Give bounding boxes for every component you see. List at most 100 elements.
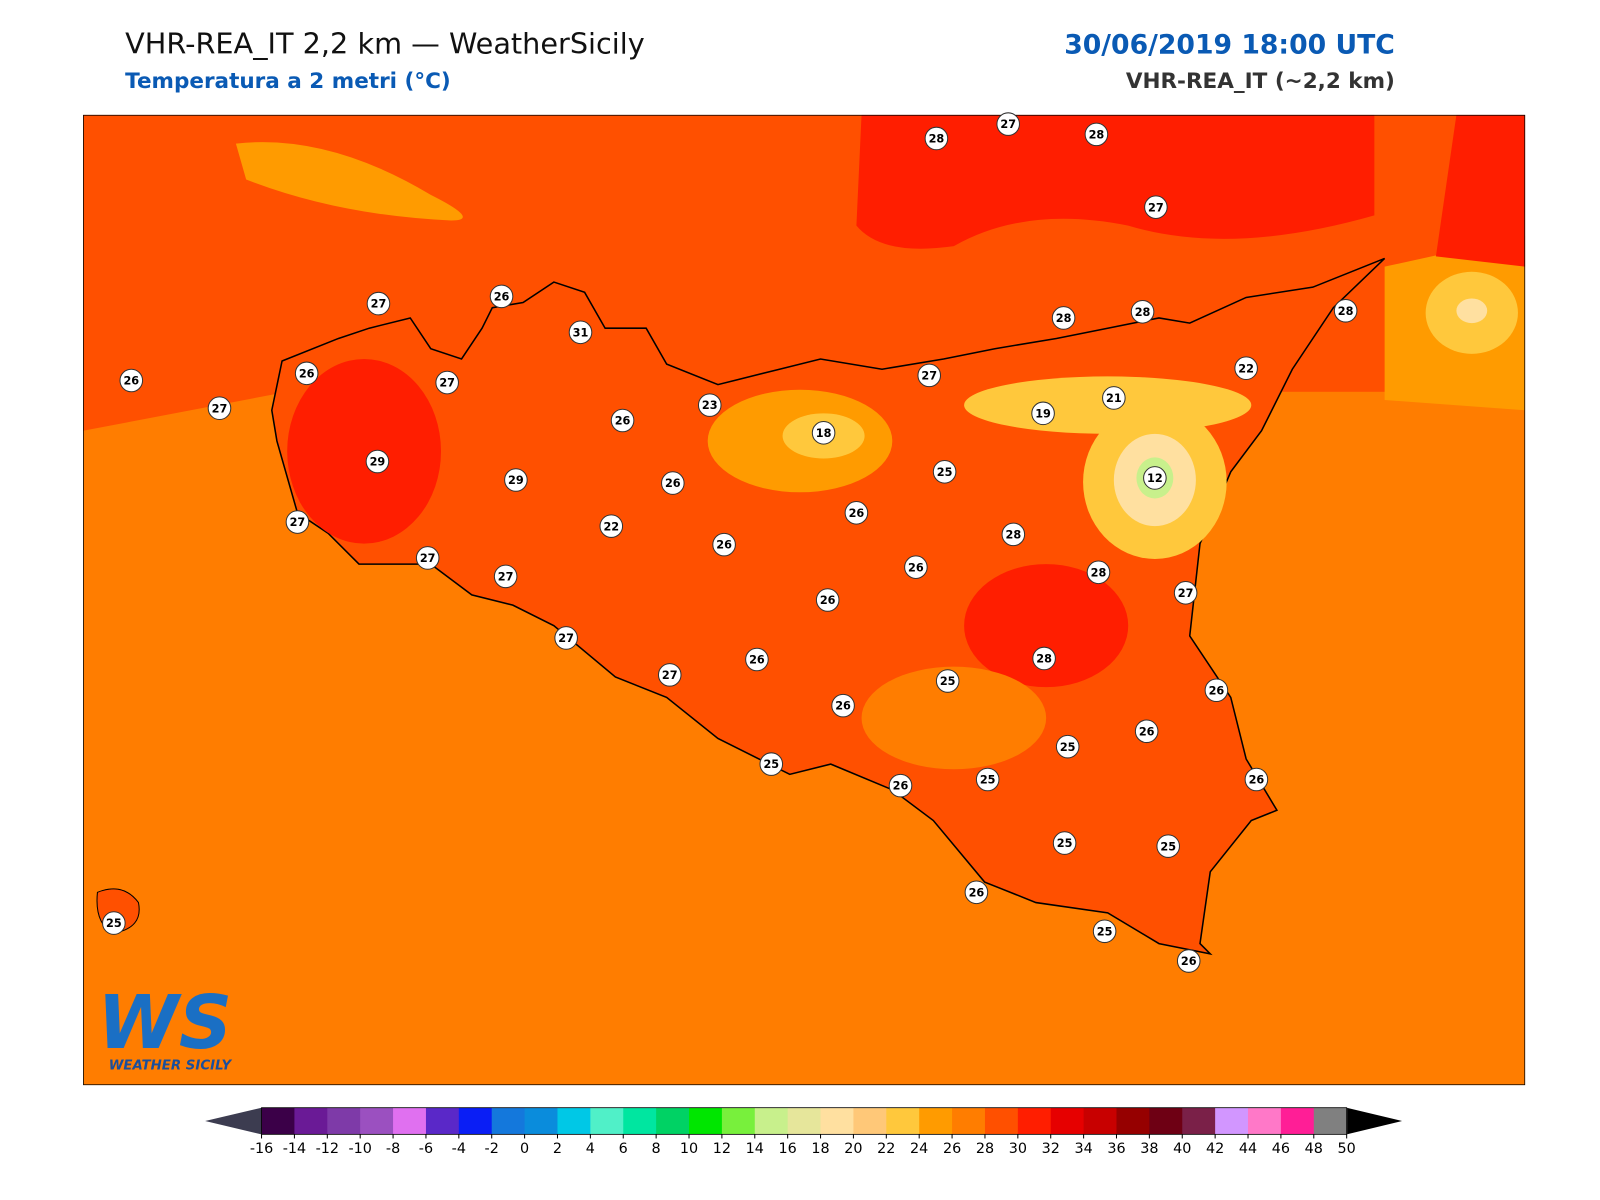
station-value: 26 [1249, 774, 1265, 787]
station-value: 29 [370, 456, 386, 469]
color-bin [590, 1107, 624, 1135]
colorbar-tick-label: 44 [1239, 1141, 1257, 1157]
logo-mark: WS [97, 980, 232, 1066]
color-bin [952, 1107, 986, 1135]
logo: WS WEATHER SICILY [97, 980, 232, 1074]
station-value: 25 [940, 675, 956, 688]
color-bin [458, 1107, 493, 1135]
station-marker [1092, 919, 1117, 944]
color-bin [754, 1107, 789, 1135]
calabria [1435, 114, 1526, 267]
station-value: 22 [603, 520, 619, 533]
color-bin [1280, 1107, 1315, 1135]
station-marker [815, 588, 840, 612]
station-marker [1204, 678, 1229, 703]
color-bin [425, 1107, 460, 1135]
station-value: 25 [980, 774, 996, 787]
title: VHR-REA_IT 2,2 km — WeatherSicily [125, 26, 645, 60]
color-bin [393, 1107, 427, 1135]
station-marker [102, 911, 126, 935]
station-marker [935, 669, 960, 693]
color-bin [1182, 1107, 1216, 1135]
colorbar-tick-label: 10 [680, 1141, 698, 1157]
station-marker [888, 773, 913, 798]
station-marker [554, 626, 578, 650]
colorbar-tick-label: 20 [844, 1141, 862, 1157]
color-bin [524, 1107, 558, 1135]
station-value: 26 [494, 291, 510, 304]
station-marker [1156, 834, 1180, 858]
station-marker [285, 510, 310, 534]
station-value: 27 [290, 516, 306, 529]
color-bin [1149, 1107, 1183, 1135]
station-marker [119, 368, 144, 393]
colorbar-tick-label: -4 [452, 1141, 466, 1157]
model-label: VHR-REA_IT (~2,2 km) [1126, 69, 1395, 94]
station-marker [1173, 581, 1198, 605]
station-marker [975, 767, 1000, 792]
colorbar-tick-label: -10 [348, 1141, 371, 1157]
color-bin [623, 1107, 657, 1135]
station-marker [964, 880, 989, 905]
colorbar-tick-label: 50 [1338, 1141, 1356, 1157]
station-marker [365, 449, 390, 474]
station-value: 26 [969, 886, 985, 899]
sea-hot [856, 114, 1375, 249]
colorbar-tick-label: 18 [811, 1141, 829, 1157]
station-marker [917, 363, 942, 388]
station-marker [1134, 719, 1159, 744]
colorbar-tick-label: 48 [1305, 1141, 1323, 1157]
station-marker [831, 693, 855, 718]
station-marker [1130, 300, 1155, 324]
station-value: 27 [212, 402, 228, 415]
station-value: 28 [1056, 312, 1072, 325]
station-marker [1234, 356, 1258, 380]
colorbar-tick-label: 12 [713, 1141, 731, 1157]
color-bin [1248, 1107, 1282, 1135]
colorbar-frame [261, 1107, 1348, 1135]
station-marker [294, 361, 319, 386]
color-bin [984, 1107, 1019, 1135]
station-value: 25 [937, 466, 953, 479]
colorbar-tick-label: 42 [1206, 1141, 1224, 1157]
station-marker [759, 752, 784, 776]
colorbar-tick-label: 6 [619, 1141, 628, 1157]
station-marker [1051, 306, 1076, 330]
station-marker [1031, 401, 1055, 426]
station-marker [493, 564, 518, 589]
colorbar-tick-label: -6 [419, 1141, 433, 1157]
station-marker [712, 532, 736, 557]
color-bin [919, 1107, 953, 1135]
station-value: 27 [662, 669, 678, 682]
station-value: 21 [1106, 392, 1122, 405]
station-marker [996, 112, 1020, 136]
station-value: 25 [1160, 840, 1176, 853]
station-marker [435, 370, 459, 395]
station-value: 26 [835, 700, 851, 713]
color-bin [721, 1107, 756, 1135]
colorbar-tick-label: 28 [976, 1141, 994, 1157]
station-marker [1333, 298, 1358, 323]
station-value: 22 [1238, 362, 1254, 375]
hot-area [287, 358, 442, 544]
color-bin [656, 1107, 690, 1135]
station-value: 28 [929, 133, 945, 146]
station-value: 12 [1147, 472, 1163, 485]
station-value: 27 [1000, 118, 1016, 131]
station-marker [610, 408, 635, 433]
sea-warm [235, 142, 463, 221]
colorbar-tick-label: 40 [1173, 1141, 1191, 1157]
station-value: 25 [1060, 741, 1076, 754]
colorbar-tick-label: 46 [1272, 1141, 1290, 1157]
station-marker [1084, 122, 1109, 147]
colorbar-tick-label: 30 [1009, 1141, 1027, 1157]
subtitle: Temperatura a 2 metri (°C) [125, 69, 451, 94]
station-value: 26 [123, 375, 139, 388]
color-bin [261, 1107, 295, 1135]
calabria-peak [1456, 298, 1488, 324]
station-value: 26 [615, 415, 631, 428]
station-value: 27 [420, 552, 436, 565]
color-bin [557, 1107, 591, 1135]
color-bin [491, 1107, 526, 1135]
